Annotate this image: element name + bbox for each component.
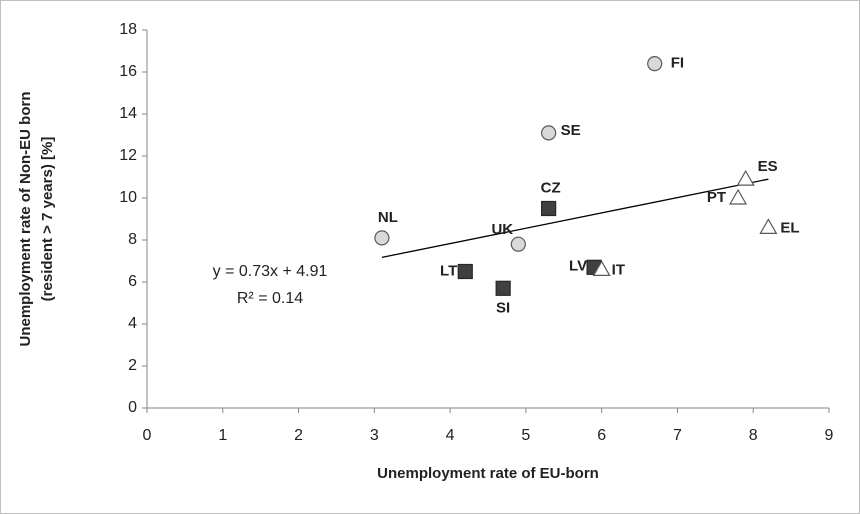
y-tick-label: 18 (119, 21, 137, 38)
y-axis-title-line: (resident > 7 years) [%] (39, 137, 56, 302)
x-tick-label: 6 (597, 427, 606, 444)
y-tick-label: 2 (128, 357, 137, 374)
point (759, 218, 778, 234)
point-label: PT (707, 189, 726, 206)
point-label: IT (612, 261, 625, 278)
point-label: LT (440, 262, 457, 279)
point-label: UK (491, 221, 513, 238)
point-label: LV (569, 257, 587, 274)
point-label: EL (780, 219, 799, 236)
point (495, 280, 511, 296)
trendline (381, 178, 769, 259)
trend-r2: R² = 0.14 (237, 290, 303, 307)
x-tick-label: 0 (143, 427, 152, 444)
x-tick-label: 4 (446, 427, 455, 444)
point (647, 55, 663, 72)
point (736, 169, 755, 186)
y-tick-label: 16 (119, 63, 137, 80)
y-tick-label: 12 (119, 147, 137, 164)
x-tick-label: 3 (370, 427, 379, 444)
y-axis-title-line: Unemployment rate of Non-EU born (17, 91, 34, 346)
point (729, 188, 748, 205)
y-tick-label: 6 (128, 273, 137, 290)
point (592, 260, 611, 276)
point (541, 125, 557, 141)
point-label: SI (496, 299, 510, 316)
y-axis-title: Unemployment rate of Non-EU born (reside… (17, 91, 56, 346)
point-label: SE (561, 122, 581, 139)
point-label: NL (378, 209, 398, 226)
point (541, 200, 557, 217)
x-tick-label: 9 (825, 427, 834, 444)
point-label: CZ (541, 179, 561, 196)
point-label: FI (671, 55, 684, 72)
point-label: ES (758, 158, 778, 175)
y-tick-label: 0 (128, 399, 137, 416)
x-tick-label: 2 (294, 427, 303, 444)
x-tick-label: 5 (521, 427, 530, 444)
point (510, 236, 526, 252)
y-tick-label: 8 (128, 231, 137, 248)
y-tick-label: 4 (128, 315, 137, 332)
x-axis-title: Unemployment rate of EU-born (377, 465, 599, 482)
y-tick-label: 14 (119, 105, 137, 122)
point (457, 263, 473, 280)
point (374, 230, 390, 246)
x-tick-label: 8 (749, 427, 758, 444)
x-tick-label: 1 (218, 427, 227, 444)
y-tick-label: 10 (119, 189, 137, 206)
x-tick-label: 7 (673, 427, 682, 444)
trend-equation: y = 0.73x + 4.91 (213, 263, 328, 280)
